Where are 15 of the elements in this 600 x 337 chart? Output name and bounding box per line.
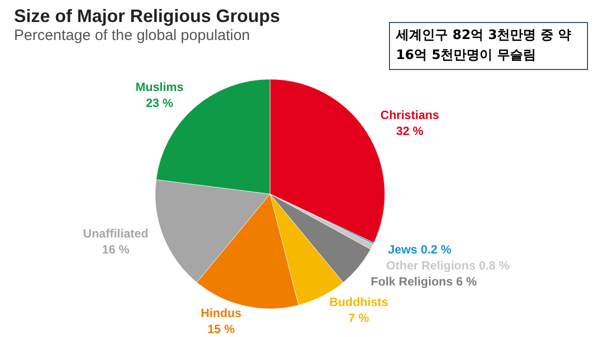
text: 세계인구 82억 3천만명 중 약 16억 5천만명이 무슬림 <box>389 22 588 70</box>
slice-label: Jews 0.2 % <box>388 242 452 257</box>
slice-label: Muslims <box>135 80 184 94</box>
data-label: 32 % <box>396 124 424 138</box>
slice-label: Unaffiliated <box>83 226 148 240</box>
slice-label: Christians <box>380 108 440 122</box>
data-label: 23 % <box>146 96 174 110</box>
slice-label: Folk Religions 6 % <box>370 274 478 289</box>
slice-label: Buddhists <box>329 294 388 309</box>
data-label: 7 % <box>348 310 370 325</box>
data-label: 15 % <box>207 322 236 336</box>
chart-subtitle: Percentage of the global population <box>14 27 252 44</box>
slice-label: Hindus <box>200 306 242 320</box>
chart-title: Size of Major Religious Groups <box>14 6 280 27</box>
data-label: 16 % <box>102 242 130 256</box>
